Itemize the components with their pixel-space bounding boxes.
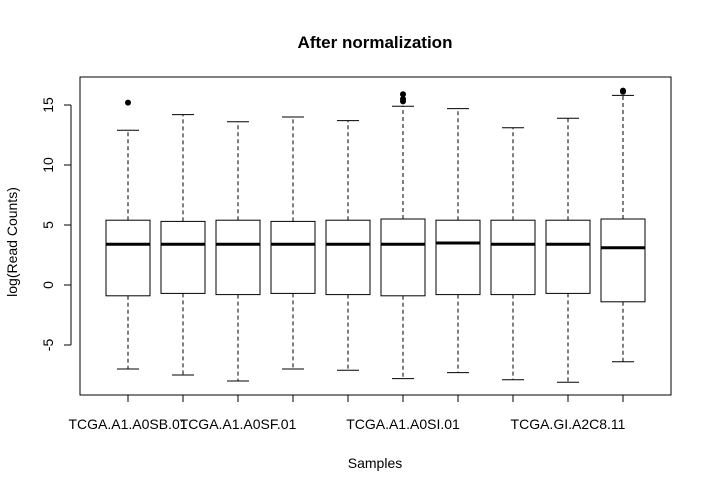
box-iqr xyxy=(215,219,261,296)
x-tick-label: TCGA.A1.A0SB.01 xyxy=(68,416,187,432)
box-iqr xyxy=(435,219,481,296)
x-axis-label: Samples xyxy=(348,455,402,471)
box-iqr xyxy=(105,219,151,297)
y-tick-label: 10 xyxy=(40,157,56,173)
box-iqr xyxy=(270,220,316,294)
y-tick-label: -5 xyxy=(40,339,56,352)
y-tick-label: 5 xyxy=(40,221,56,229)
box-5 xyxy=(325,120,371,371)
x-tick-label: TCGA.A1.A0SF.01 xyxy=(180,416,297,432)
y-axis: -5 0 5 10 15 xyxy=(40,97,72,352)
box-3 xyxy=(215,121,261,382)
box-iqr xyxy=(545,219,591,294)
y-tick-label: 15 xyxy=(40,97,56,113)
box-iqr xyxy=(380,218,426,297)
box-8 xyxy=(490,127,536,381)
box-2 xyxy=(160,114,206,376)
box-10 xyxy=(600,87,646,363)
box-1 xyxy=(105,99,151,370)
box-7 xyxy=(435,108,481,374)
box-4 xyxy=(270,116,316,370)
y-tick-label: 0 xyxy=(40,281,56,289)
outlier-point xyxy=(400,91,406,98)
x-tick-label: TCGA.GI.A2C8.11 xyxy=(511,416,626,432)
box-iqr xyxy=(160,220,206,294)
outlier-point xyxy=(400,96,406,102)
chart-title: After normalization xyxy=(298,33,453,52)
box-iqr xyxy=(490,219,536,296)
box-9 xyxy=(545,117,591,383)
box-6 xyxy=(380,91,426,380)
x-tick-label: TCGA.A1.A0SI.01 xyxy=(346,416,460,432)
outlier-point xyxy=(620,87,626,94)
box-iqr xyxy=(600,218,646,303)
outlier-point xyxy=(125,99,131,106)
box-iqr xyxy=(325,219,371,296)
box-series xyxy=(105,87,646,383)
y-axis-label: log(Read Counts) xyxy=(4,187,20,297)
